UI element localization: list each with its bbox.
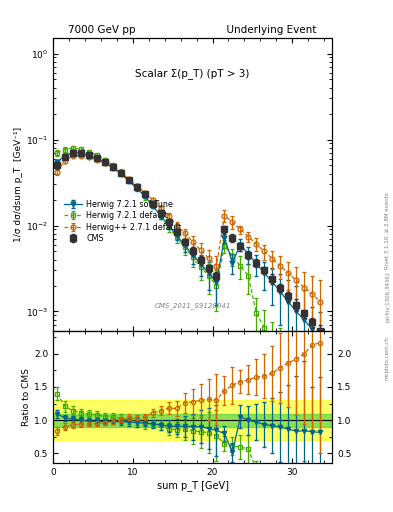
Text: Rivet 3.1.10, ≥ 2.8M events: Rivet 3.1.10, ≥ 2.8M events <box>385 192 389 269</box>
X-axis label: sum p_T [GeV]: sum p_T [GeV] <box>156 480 229 491</box>
Y-axis label: Ratio to CMS: Ratio to CMS <box>22 368 31 426</box>
Y-axis label: 1/σ dσ/dsum p_T  [GeV⁻¹]: 1/σ dσ/dsum p_T [GeV⁻¹] <box>14 127 23 242</box>
Text: CMS_2011_S9120041: CMS_2011_S9120041 <box>154 302 231 309</box>
Legend: Herwig 7.2.1 softTune, Herwig 7.2.1 default, Herwig++ 2.7.1 default, CMS: Herwig 7.2.1 softTune, Herwig 7.2.1 defa… <box>62 198 183 245</box>
Text: [arXiv:1306.3436]: [arXiv:1306.3436] <box>385 272 389 322</box>
Bar <box>53 414 332 427</box>
Title: 7000 GeV pp                            Underlying Event: 7000 GeV pp Underlying Event <box>68 25 317 35</box>
Bar <box>53 400 332 440</box>
Text: mcplots.cern.ch: mcplots.cern.ch <box>385 336 389 380</box>
Text: Scalar Σ(p_T) (pT > 3): Scalar Σ(p_T) (pT > 3) <box>135 68 250 78</box>
